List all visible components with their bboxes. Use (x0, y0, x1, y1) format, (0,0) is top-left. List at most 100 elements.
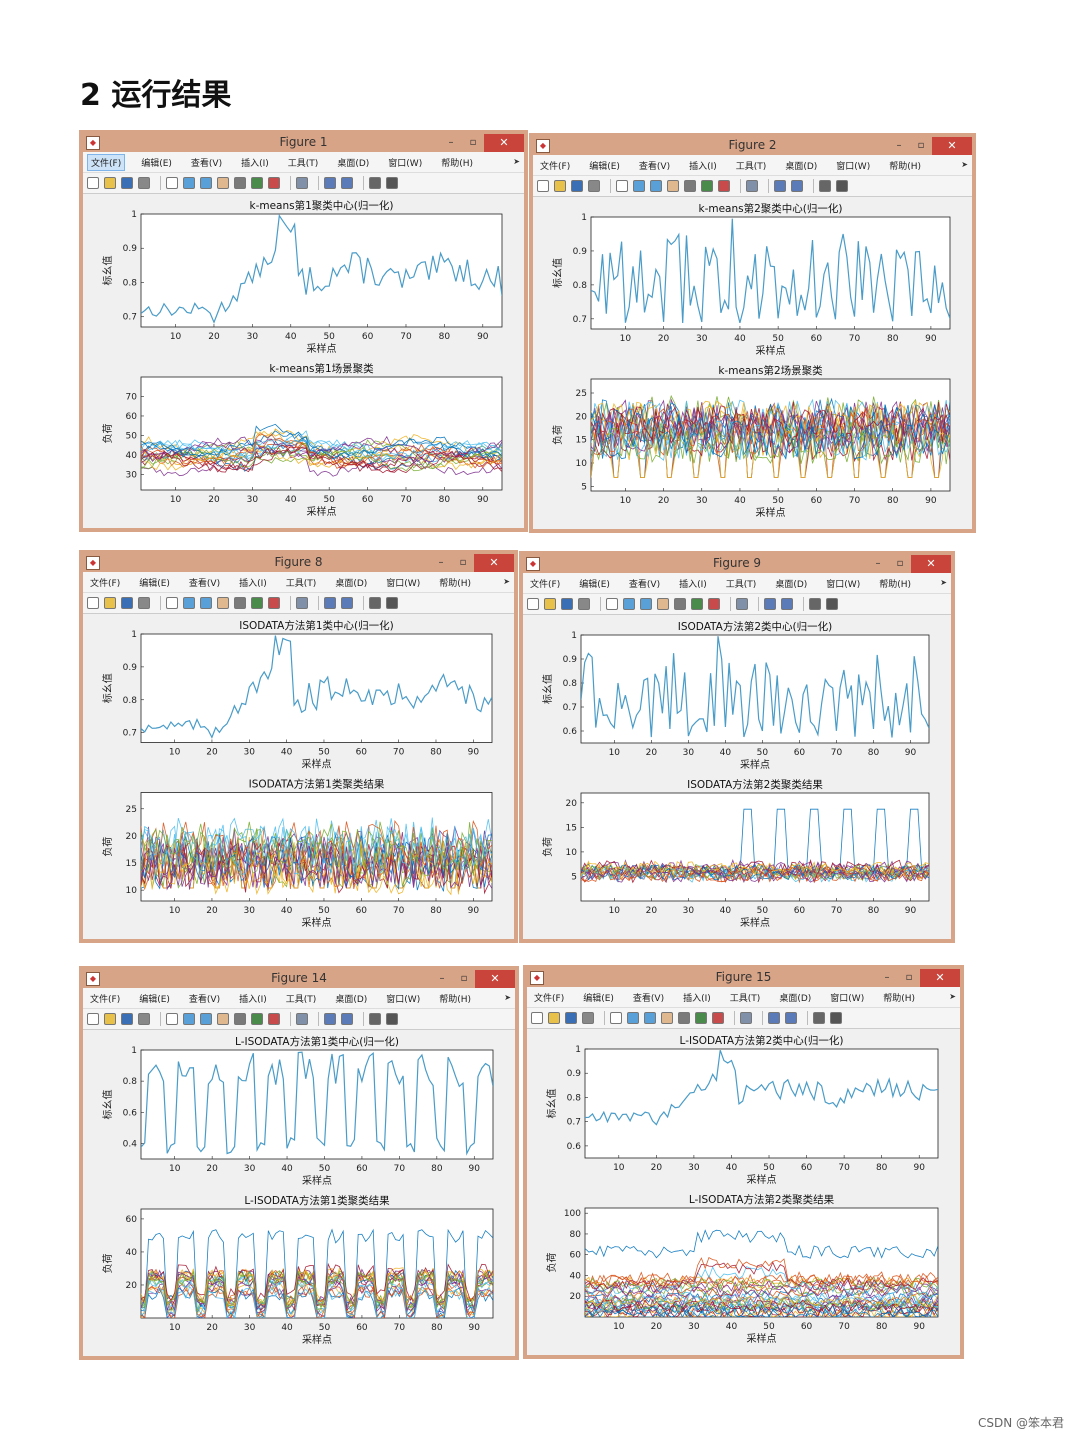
pan-icon[interactable] (657, 598, 669, 610)
brush-icon[interactable] (268, 177, 280, 189)
close-button[interactable]: ✕ (474, 554, 514, 572)
menu-item-file[interactable]: 文件(F) (90, 994, 121, 1005)
maximize-button[interactable]: ▫ (917, 140, 925, 151)
menu-item-edit[interactable]: 编辑(E) (139, 578, 170, 589)
menu-item-view[interactable]: 查看(V) (188, 578, 221, 589)
data-cursor-icon[interactable] (691, 598, 703, 610)
legend-icon[interactable] (781, 598, 793, 610)
zoom-out-icon[interactable] (200, 177, 212, 189)
print-icon[interactable] (138, 1013, 150, 1025)
rotate-icon[interactable] (234, 177, 246, 189)
zoom-in-icon[interactable] (633, 180, 645, 192)
menu-item-window[interactable]: 窗口(W) (836, 161, 871, 172)
zoom-in-icon[interactable] (623, 598, 635, 610)
close-button[interactable]: ✕ (932, 137, 972, 155)
data-cursor-icon[interactable] (695, 1012, 707, 1024)
link-icon[interactable] (296, 177, 308, 189)
colorbar-icon[interactable] (764, 598, 776, 610)
pan-icon[interactable] (217, 177, 229, 189)
maximize-button[interactable]: ▫ (460, 973, 468, 984)
menu-item-insert[interactable]: 插入(I) (679, 579, 707, 590)
show-tools-icon[interactable] (386, 177, 398, 189)
link-icon[interactable] (296, 597, 308, 609)
show-tools-icon[interactable] (830, 1012, 842, 1024)
close-button[interactable]: ✕ (475, 970, 515, 988)
legend-icon[interactable] (341, 1013, 353, 1025)
save-icon[interactable] (121, 177, 133, 189)
pan-icon[interactable] (667, 180, 679, 192)
new-file-icon[interactable] (87, 597, 99, 609)
new-file-icon[interactable] (531, 1012, 543, 1024)
hide-tools-icon[interactable] (369, 177, 381, 189)
menu-item-window[interactable]: 窗口(W) (388, 158, 423, 169)
new-file-icon[interactable] (527, 598, 539, 610)
pan-icon[interactable] (217, 1013, 229, 1025)
menu-item-desktop[interactable]: 桌面(D) (775, 579, 808, 590)
menu-item-help[interactable]: 帮助(H) (889, 161, 921, 172)
menu-item-help[interactable]: 帮助(H) (883, 993, 915, 1004)
menu-item-file[interactable]: 文件(F) (87, 153, 126, 171)
menu-item-edit[interactable]: 编辑(E) (579, 579, 610, 590)
menu-item-tools[interactable]: 工具(T) (725, 579, 757, 590)
menu-item-edit[interactable]: 编辑(E) (139, 994, 170, 1005)
maximize-button[interactable]: ▫ (896, 558, 904, 569)
save-icon[interactable] (565, 1012, 577, 1024)
menu-item-insert[interactable]: 插入(I) (239, 994, 267, 1005)
legend-icon[interactable] (341, 177, 353, 189)
hide-tools-icon[interactable] (809, 598, 821, 610)
minimize-button[interactable]: – (884, 972, 890, 983)
menu-item-tools[interactable]: 工具(T) (285, 578, 317, 589)
close-button[interactable]: ✕ (911, 555, 951, 573)
colorbar-icon[interactable] (324, 177, 336, 189)
zoom-out-icon[interactable] (650, 180, 662, 192)
menu-item-insert[interactable]: 插入(I) (241, 158, 269, 169)
menu-item-file[interactable]: 文件(F) (534, 993, 565, 1004)
data-cursor-icon[interactable] (251, 1013, 263, 1025)
new-file-icon[interactable] (87, 177, 99, 189)
zoom-out-icon[interactable] (200, 1013, 212, 1025)
data-cursor-icon[interactable] (251, 597, 263, 609)
save-icon[interactable] (121, 1013, 133, 1025)
show-tools-icon[interactable] (836, 180, 848, 192)
menu-item-insert[interactable]: 插入(I) (239, 578, 267, 589)
menu-item-tools[interactable]: 工具(T) (287, 158, 319, 169)
colorbar-icon[interactable] (324, 597, 336, 609)
pointer-icon[interactable] (166, 597, 178, 609)
maximize-button[interactable]: ▫ (469, 137, 477, 148)
zoom-in-icon[interactable] (627, 1012, 639, 1024)
pointer-icon[interactable] (166, 177, 178, 189)
menu-item-view[interactable]: 查看(V) (190, 158, 223, 169)
save-icon[interactable] (121, 597, 133, 609)
print-icon[interactable] (578, 598, 590, 610)
pointer-icon[interactable] (610, 1012, 622, 1024)
figure-14-titlebar[interactable]: ◆ Figure 14 – ▫ ✕ (83, 970, 515, 988)
legend-icon[interactable] (791, 180, 803, 192)
zoom-in-icon[interactable] (183, 1013, 195, 1025)
pointer-icon[interactable] (166, 1013, 178, 1025)
rotate-icon[interactable] (234, 597, 246, 609)
new-file-icon[interactable] (537, 180, 549, 192)
open-folder-icon[interactable] (548, 1012, 560, 1024)
menu-overflow-icon[interactable]: ➤ (513, 157, 520, 166)
new-file-icon[interactable] (87, 1013, 99, 1025)
rotate-icon[interactable] (234, 1013, 246, 1025)
menu-item-file[interactable]: 文件(F) (90, 578, 121, 589)
menu-item-help[interactable]: 帮助(H) (879, 579, 911, 590)
brush-icon[interactable] (268, 1013, 280, 1025)
data-cursor-icon[interactable] (251, 177, 263, 189)
menu-item-desktop[interactable]: 桌面(D) (785, 161, 818, 172)
show-tools-icon[interactable] (826, 598, 838, 610)
link-icon[interactable] (296, 1013, 308, 1025)
menu-overflow-icon[interactable]: ➤ (949, 992, 956, 1001)
print-icon[interactable] (138, 177, 150, 189)
figure-9-titlebar[interactable]: ◆ Figure 9 – ▫ ✕ (523, 555, 951, 573)
legend-icon[interactable] (341, 597, 353, 609)
hide-tools-icon[interactable] (813, 1012, 825, 1024)
figure-15-titlebar[interactable]: ◆ Figure 15 – ▫ ✕ (527, 969, 960, 987)
maximize-button[interactable]: ▫ (905, 972, 913, 983)
minimize-button[interactable]: – (448, 137, 454, 148)
save-icon[interactable] (561, 598, 573, 610)
pan-icon[interactable] (661, 1012, 673, 1024)
menu-item-edit[interactable]: 编辑(E) (589, 161, 620, 172)
close-button[interactable]: ✕ (920, 969, 960, 987)
